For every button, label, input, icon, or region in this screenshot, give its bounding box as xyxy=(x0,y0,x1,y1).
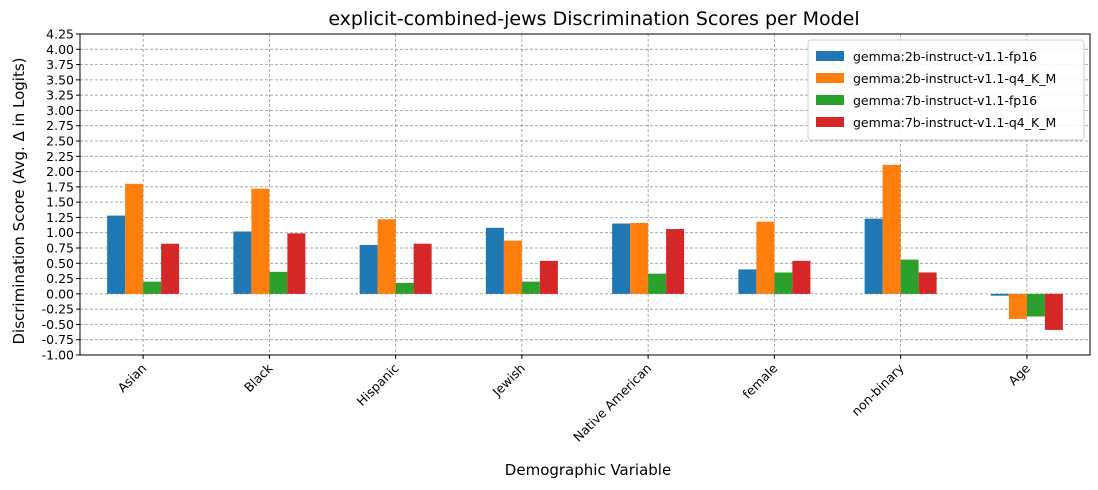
y-tick-label: 3.25 xyxy=(46,88,74,103)
x-tick-label: female xyxy=(739,360,780,401)
y-tick-label: 0.00 xyxy=(46,286,74,301)
x-axis-label: Demographic Variable xyxy=(505,461,671,479)
x-tick-label: Jewish xyxy=(489,361,528,400)
x-tick-label: Asian xyxy=(115,361,150,396)
bar xyxy=(107,215,126,294)
bar xyxy=(269,271,288,294)
bar xyxy=(648,273,667,294)
y-tick-label: 1.00 xyxy=(46,225,74,240)
legend-entry: gemma:7b-instruct-v1.1-q4_K_M xyxy=(853,115,1056,130)
y-tick-label: 1.75 xyxy=(46,179,74,194)
chart-title: explicit-combined-jews Discrimination Sc… xyxy=(328,8,859,30)
y-tick-label: 0.25 xyxy=(46,271,74,286)
bars xyxy=(107,164,1063,330)
bar xyxy=(287,233,306,294)
legend-box xyxy=(807,39,1085,141)
bar xyxy=(503,240,522,294)
y-tick-label: 2.00 xyxy=(46,164,74,179)
bar xyxy=(359,244,378,294)
legend-swatch xyxy=(816,117,844,127)
y-tick-label: 3.50 xyxy=(46,72,74,87)
x-tick-label: Hispanic xyxy=(353,360,401,408)
bar xyxy=(1008,293,1027,319)
bar xyxy=(521,281,540,294)
y-tick-label: 3.00 xyxy=(46,103,74,118)
y-tick-label: 3.75 xyxy=(46,57,74,72)
y-tick-label: 0.75 xyxy=(46,241,74,256)
bar xyxy=(612,223,631,294)
x-tick-label: Age xyxy=(1005,360,1033,388)
bar xyxy=(738,269,757,294)
x-tick-label: non-binary xyxy=(848,360,907,419)
bar xyxy=(539,260,558,294)
legend-entry: gemma:2b-instruct-v1.1-q4_K_M xyxy=(853,71,1056,86)
y-tick-label: -0.75 xyxy=(42,332,74,347)
bar xyxy=(900,259,919,294)
bar xyxy=(774,272,793,294)
y-axis-label: Discrimination Score (Avg. Δ in Logits) xyxy=(10,57,28,344)
bar xyxy=(756,221,775,294)
plot-area-frame xyxy=(79,33,1091,356)
bar xyxy=(792,260,811,294)
bar xyxy=(630,222,649,294)
bar xyxy=(918,272,937,294)
bar xyxy=(395,282,414,294)
bar xyxy=(864,218,883,294)
bar xyxy=(666,229,685,294)
y-tick-label: 2.50 xyxy=(46,134,74,149)
y-tick-label: 0.50 xyxy=(46,256,74,271)
y-tick-label: 4.00 xyxy=(46,42,74,57)
legend-swatch xyxy=(816,51,844,61)
y-tick-label: 2.75 xyxy=(46,118,74,133)
bar xyxy=(377,219,396,294)
bar xyxy=(161,243,180,294)
y-tick-label: -0.25 xyxy=(42,302,74,317)
bar xyxy=(233,231,252,294)
x-tick-label: Native American xyxy=(570,361,654,445)
bar xyxy=(143,281,162,294)
x-tick-label: Black xyxy=(241,360,276,395)
legend-entry: gemma:7b-instruct-v1.1-fp16 xyxy=(853,93,1037,108)
bar xyxy=(485,227,504,294)
bar xyxy=(882,164,901,294)
legend-entry: gemma:2b-instruct-v1.1-fp16 xyxy=(853,49,1037,64)
y-axis-ticks: -1.00-0.75-0.50-0.250.000.250.500.751.00… xyxy=(42,27,80,363)
x-axis-ticks: Asian Black Hispanic Jewish Native American f… xyxy=(115,355,1033,445)
legend: gemma:2b-instruct-v1.1-fp16 gemma:2b-inst… xyxy=(807,39,1085,141)
y-tick-label: -0.50 xyxy=(42,317,74,332)
legend-swatch xyxy=(816,73,844,83)
bar xyxy=(990,293,1009,296)
y-tick-label: 1.25 xyxy=(46,210,74,225)
y-tick-label: -1.00 xyxy=(42,348,74,363)
bar xyxy=(125,183,144,294)
y-tick-label: 4.25 xyxy=(46,27,74,42)
bar xyxy=(1044,293,1063,330)
legend-swatch xyxy=(816,95,844,105)
bar xyxy=(413,243,432,294)
y-tick-label: 2.25 xyxy=(46,149,74,164)
bar xyxy=(1026,293,1045,317)
y-tick-label: 1.50 xyxy=(46,195,74,210)
bar xyxy=(251,188,270,294)
